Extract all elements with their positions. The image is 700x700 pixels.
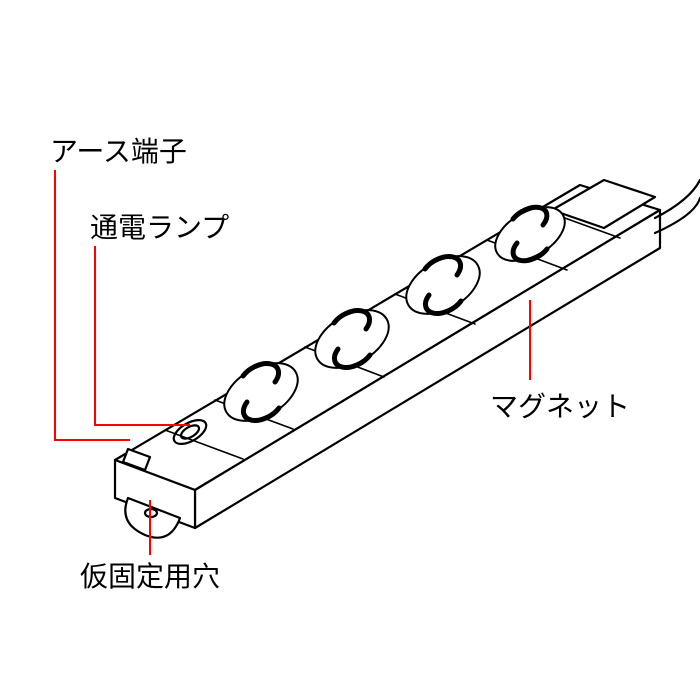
label-mounting-hole: 仮固定用穴	[80, 555, 220, 595]
label-magnet: マグネット	[490, 385, 630, 425]
power-cable	[655, 180, 700, 233]
callout-power_lamp	[95, 246, 190, 425]
label-earth-terminal: アース端子	[50, 130, 187, 170]
power-strip-diagram	[0, 0, 700, 700]
label-power-lamp: 通電ランプ	[90, 206, 229, 246]
